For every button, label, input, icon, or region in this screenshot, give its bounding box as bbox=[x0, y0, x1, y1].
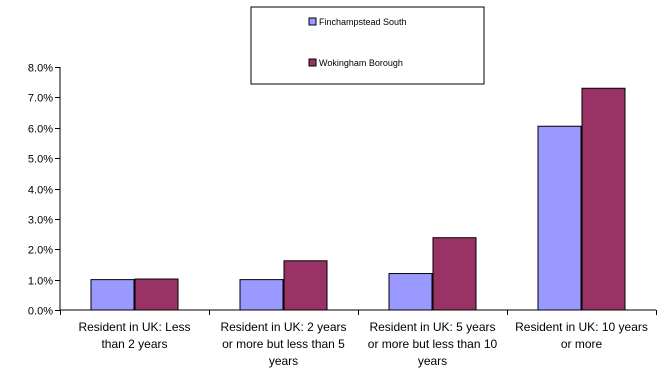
bar-wokingham-borough bbox=[581, 87, 626, 311]
y-tick-label: 6.0% bbox=[28, 124, 53, 136]
x-category-label: Resident in UK: 2 years or more but less … bbox=[220, 320, 346, 368]
y-tick-label: 3.0% bbox=[28, 215, 53, 227]
y-tick-label: 1.0% bbox=[28, 276, 53, 288]
bars bbox=[90, 87, 626, 311]
bar-finchampstead-south bbox=[90, 279, 135, 311]
y-tick-label: 8.0% bbox=[28, 63, 53, 75]
category-labels: Resident in UK: Less than 2 years Resident… bbox=[78, 320, 647, 368]
legend-label: Wokingham Borough bbox=[319, 58, 403, 68]
y-tick-label: 0.0% bbox=[28, 306, 53, 318]
x-category-label: Resident in UK: 5 years or more but less … bbox=[368, 320, 498, 368]
bar-finchampstead-south bbox=[537, 125, 582, 311]
bar-finchampstead-south bbox=[239, 279, 284, 311]
x-category-label: Resident in UK: 10 years or more bbox=[515, 320, 648, 351]
legend-swatch bbox=[308, 58, 317, 67]
bar-wokingham-borough bbox=[432, 237, 477, 311]
bar-wokingham-borough bbox=[283, 260, 328, 311]
y-tick-label: 4.0% bbox=[28, 185, 53, 197]
legend: Finchampstead South Wokingham Borough bbox=[250, 6, 485, 85]
y-tick-label: 5.0% bbox=[28, 154, 53, 166]
y-tick-label: 7.0% bbox=[28, 93, 53, 105]
legend-box bbox=[250, 6, 485, 85]
bar-wokingham-borough bbox=[134, 278, 179, 311]
bar-finchampstead-south bbox=[388, 273, 433, 311]
legend-label: Finchampstead South bbox=[319, 17, 407, 27]
x-category-label: Resident in UK: Less than 2 years bbox=[78, 320, 190, 351]
legend-swatch bbox=[308, 17, 317, 26]
y-tick-label: 2.0% bbox=[28, 245, 53, 257]
